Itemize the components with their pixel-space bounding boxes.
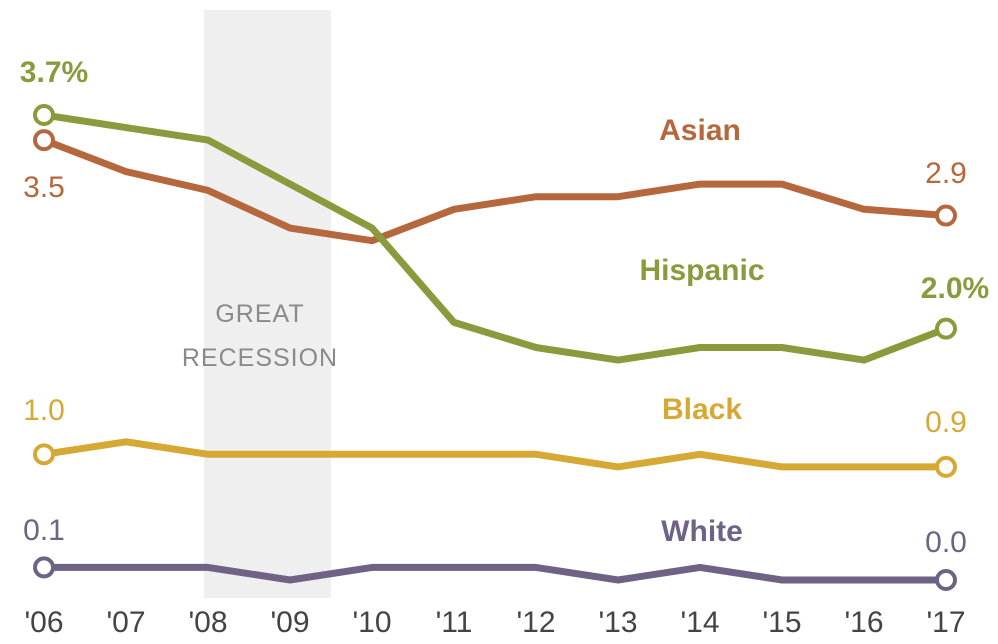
asian-start-value-label: 3.5 [23,171,65,204]
x-tick-label: '13 [598,606,637,639]
hispanic-series-label: Hispanic [639,254,764,287]
x-tick-label: '12 [516,606,555,639]
x-tick-label: '17 [926,606,965,639]
black-end-value-label: 0.9 [925,406,967,439]
hispanic-start-value-label: 3.7% [20,56,88,89]
x-tick-label: '16 [844,606,883,639]
hispanic-start-marker [33,104,55,126]
series-asian: Asian 3.5 2.9 [23,114,967,245]
x-tick-label: '14 [680,606,719,639]
series-hispanic: Hispanic 3.7% 2.0% [20,56,989,364]
asian-end-marker [935,204,957,227]
black-line [40,438,950,471]
white-end-marker [935,569,957,591]
white-start-marker [33,556,55,579]
series-white: White 0.1 0.0 [23,514,967,591]
x-tick-label: '06 [24,606,63,639]
x-tick-label: '11 [436,606,473,639]
hispanic-line [40,111,950,364]
white-end-value-label: 0.0 [925,526,967,559]
white-series-label: White [661,515,743,548]
black-series-label: Black [662,393,742,426]
hispanic-end-value-label: 2.0% [921,272,989,305]
hispanic-end-marker [935,317,957,340]
recession-label-line1: GREAT [215,300,304,328]
recession-shading [203,10,331,598]
asian-start-marker [33,129,55,152]
x-tick-label: '09 [270,606,309,639]
x-tick-label: '07 [106,606,145,639]
black-end-marker [935,455,957,478]
series-layer: Asian 3.5 2.9 Hispanic 3.7% 2.0% Black 1.0 0.9 Wh… [20,56,989,591]
x-axis: '06 '07 '08 '09 '10 '11 '12 '13 '14 '15 '16 '17 [24,606,965,639]
white-start-value-label: 0.1 [23,514,65,547]
black-start-marker [33,443,55,466]
series-black: Black 1.0 0.9 [23,393,967,478]
x-tick-label: '15 [762,606,801,639]
x-tick-label: '10 [352,606,391,639]
black-start-value-label: 1.0 [23,394,65,427]
white-line [40,563,950,584]
recession-label-line2: RECESSION [182,344,338,372]
asian-end-value-label: 2.9 [925,157,967,190]
x-tick-label: '08 [188,606,227,639]
asian-line [40,136,950,245]
asian-series-label: Asian [659,114,741,147]
